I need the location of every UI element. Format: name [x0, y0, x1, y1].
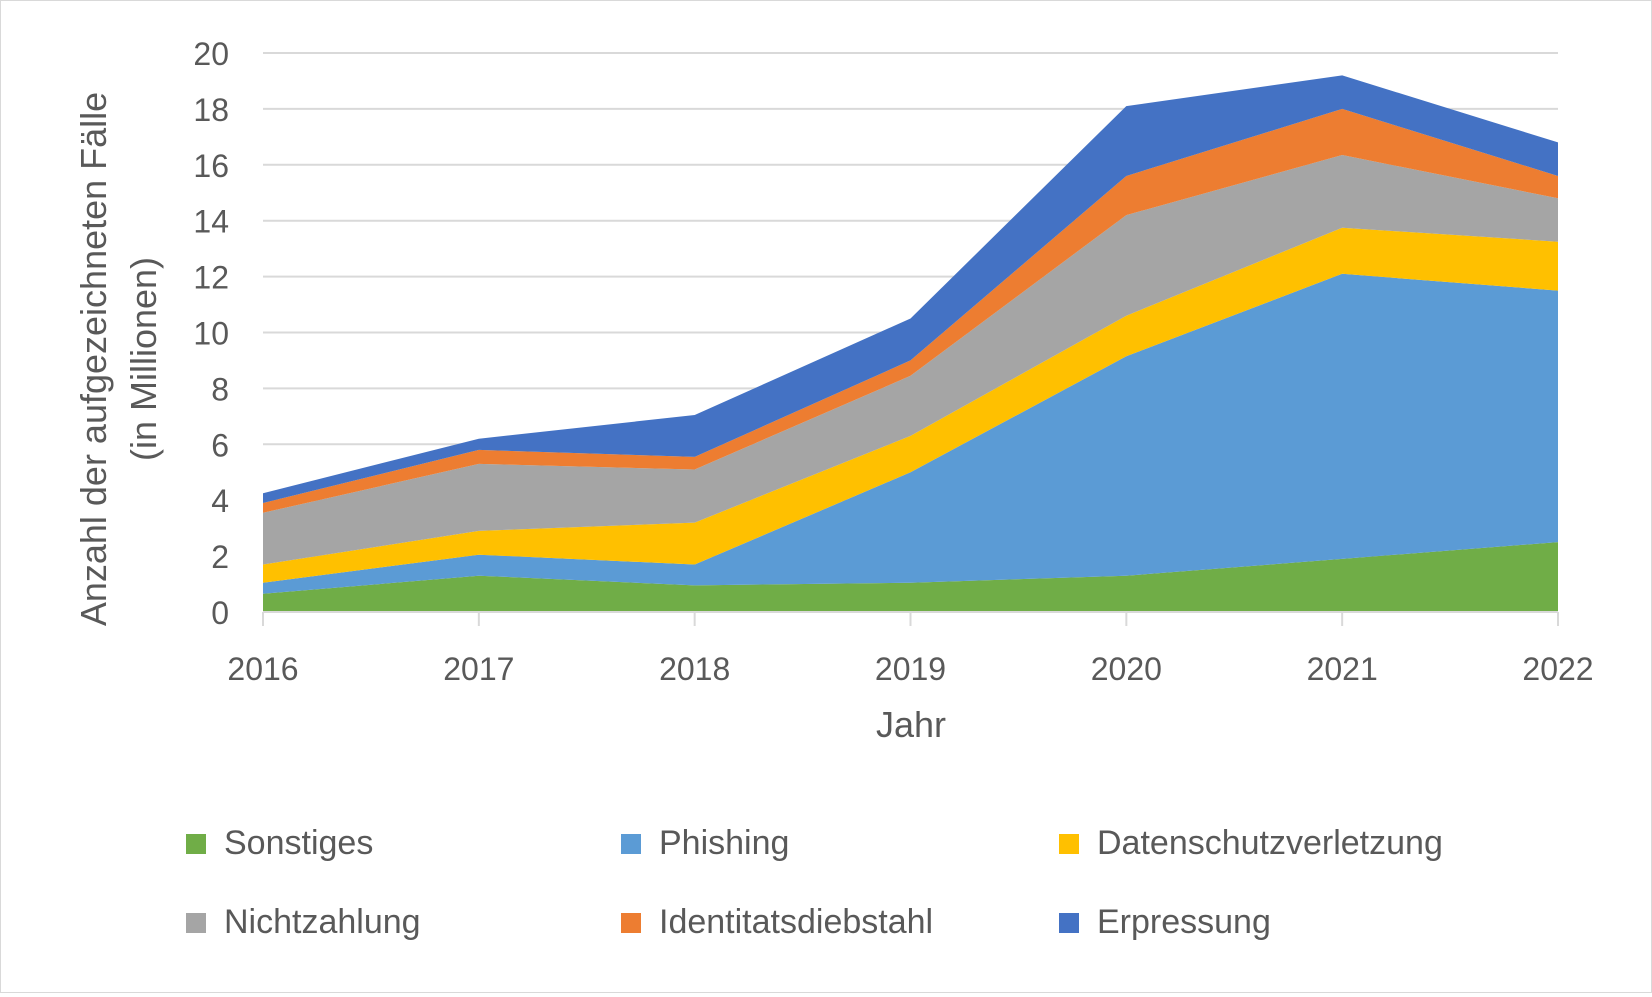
legend: Sonstiges Phishing Datenschutzverletzung Ni… [186, 824, 1443, 941]
y-tick-label: 20 [193, 36, 229, 72]
legend-label: Erpressung [1097, 903, 1271, 941]
x-tick-label: 2020 [1091, 651, 1162, 687]
legend-swatch [186, 834, 206, 854]
legend-swatch [1059, 834, 1079, 854]
area-series [263, 75, 1558, 612]
y-tick-label: 16 [193, 148, 229, 184]
y-tick-label: 8 [211, 371, 229, 407]
y-axis-label-line1: Anzahl der aufgezeichneten Fälle [73, 92, 114, 626]
area-identitatsdiebstahl [263, 108, 1558, 513]
x-tick-label: 2022 [1522, 651, 1593, 687]
legend-label: Phishing [659, 824, 789, 862]
legend-swatch [1059, 913, 1079, 933]
legend-label: Sonstiges [224, 824, 373, 862]
x-tick-label: 2019 [875, 651, 946, 687]
y-tick-labels: 0 2 4 6 8 10 12 14 16 18 20 [193, 36, 229, 631]
y-tick-label: 12 [193, 260, 229, 296]
x-tick-label: 2016 [227, 651, 298, 687]
x-tick-label: 2018 [659, 651, 730, 687]
x-axis-label: Jahr [876, 704, 946, 745]
area-erpressung [263, 75, 1558, 504]
x-axis-line [262, 611, 1559, 626]
y-tick-label: 0 [211, 595, 229, 631]
legend-swatch [186, 913, 206, 933]
legend-swatch [621, 834, 641, 854]
area-sonstiges [263, 542, 1558, 612]
legend-swatch [621, 913, 641, 933]
x-tick-labels: 2016 2017 2018 2019 2020 2021 2022 [227, 651, 1593, 687]
area-datenschutzverletzung [263, 227, 1558, 583]
x-tick-label: 2017 [443, 651, 514, 687]
area-phishing [263, 273, 1558, 594]
x-tick-label: 2021 [1307, 651, 1378, 687]
legend-label: Identitatsdiebstahl [659, 903, 933, 941]
y-tick-label: 2 [211, 539, 229, 575]
y-tick-label: 18 [193, 92, 229, 128]
area-nichtzahlung [263, 155, 1558, 565]
legend-label: Nichtzahlung [224, 903, 421, 941]
y-tick-label: 6 [211, 427, 229, 463]
legend-label: Datenschutzverletzung [1097, 824, 1443, 862]
y-tick-label: 14 [193, 204, 229, 240]
y-axis-label-line2: (in Millionen) [123, 257, 164, 461]
y-tick-label: 10 [193, 316, 229, 352]
y-tick-label: 4 [211, 483, 229, 519]
